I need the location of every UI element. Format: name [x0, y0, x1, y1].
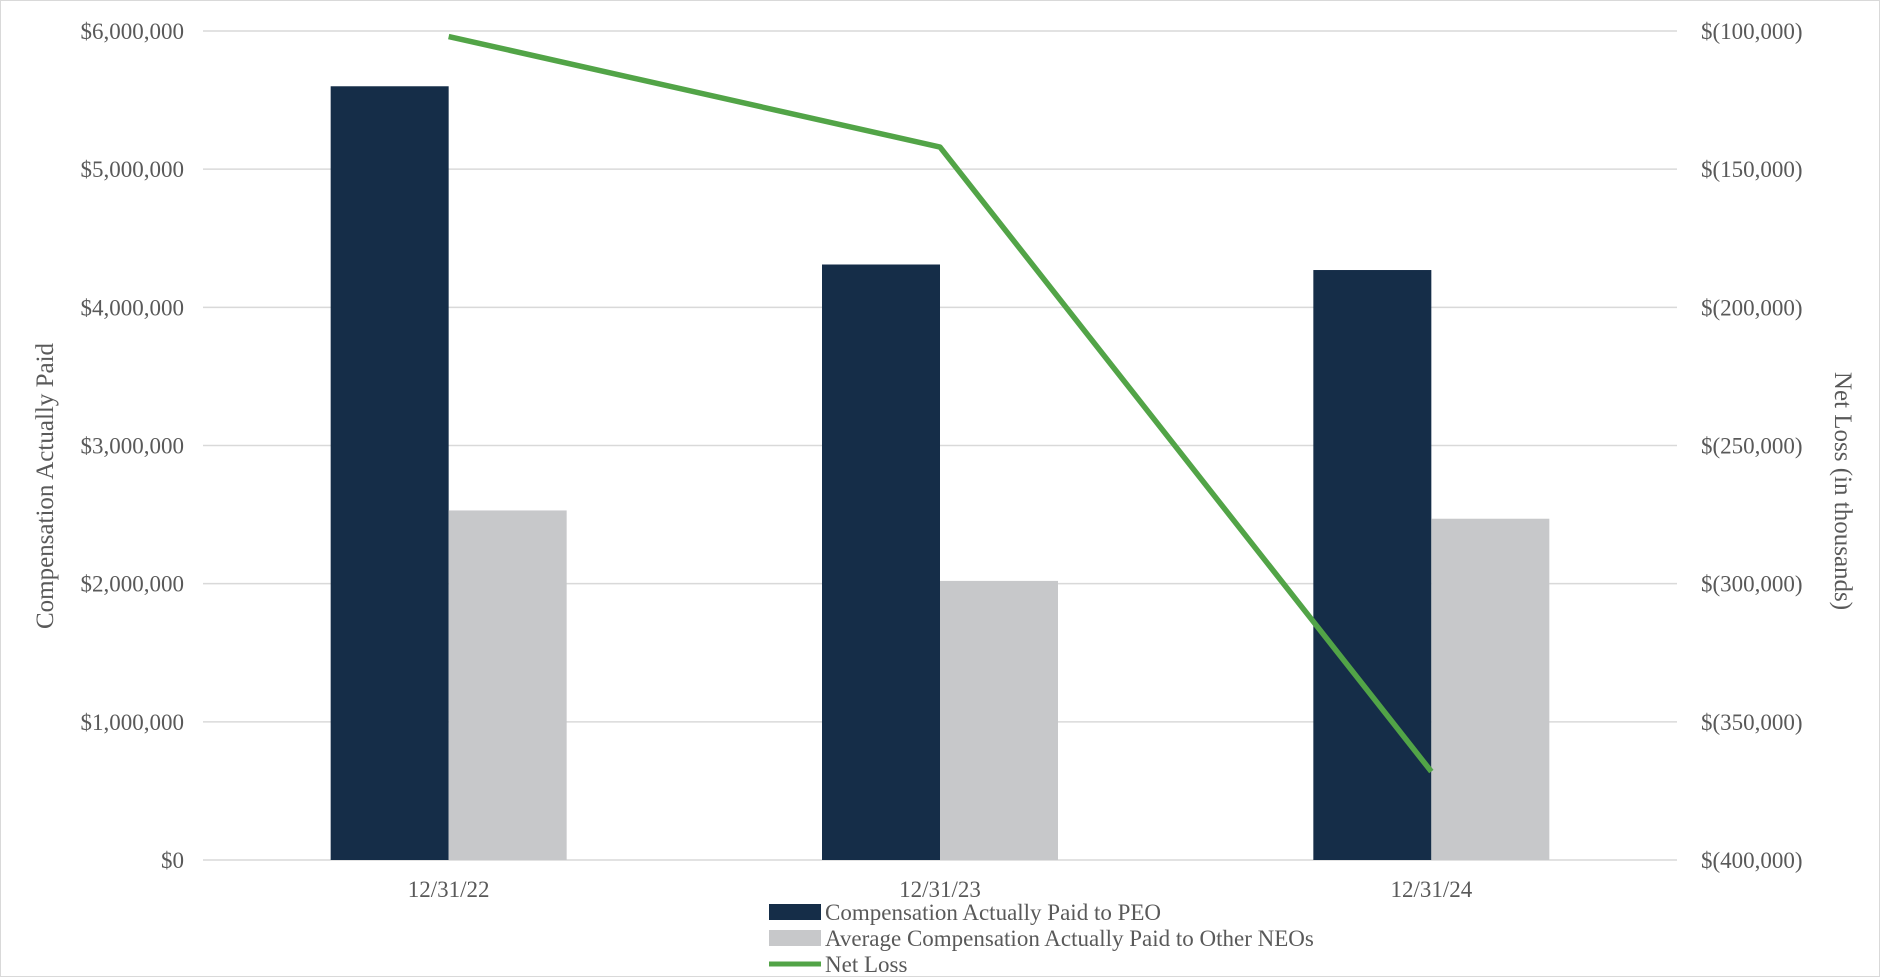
right-axis-title: Net Loss (in thousands)	[1829, 372, 1856, 610]
left-tick-label: $2,000,000	[81, 572, 185, 597]
bars	[330, 86, 1550, 861]
other-neos-bar	[448, 510, 567, 860]
net-loss-line-layer	[448, 33, 1434, 774]
left-tick-label: $0	[161, 848, 184, 873]
legend-swatch	[769, 904, 821, 920]
legend: Compensation Actually Paid to PEOAverage…	[769, 900, 1314, 977]
legend-swatch	[769, 930, 821, 946]
left-tick-label: $3,000,000	[81, 434, 185, 459]
x-axis-ticks: 12/31/22 12/31/23 12/31/24	[408, 877, 1473, 902]
right-tick-label: $(350,000)	[1701, 710, 1803, 735]
left-tick-label: $4,000,000	[81, 295, 185, 320]
left-axis-title: Compensation Actually Paid	[32, 342, 59, 629]
x-tick-label: 12/31/23	[899, 877, 981, 902]
x-tick-label: 12/31/24	[1390, 877, 1472, 902]
right-tick-label: $(300,000)	[1701, 572, 1803, 597]
right-tick-label: $(100,000)	[1701, 19, 1803, 44]
left-tick-label: $6,000,000	[81, 19, 185, 44]
net-loss-line	[448, 33, 1434, 774]
left-axis-ticks: $0 $1,000,000 $2,000,000 $3,000,000 $4,000,0…	[81, 19, 185, 873]
legend-label: Net Loss	[825, 952, 907, 977]
right-tick-label: $(150,000)	[1701, 157, 1803, 182]
legend-label: Average Compensation Actually Paid to Ot…	[825, 926, 1314, 951]
x-tick-label: 12/31/22	[408, 877, 490, 902]
peo-bar	[822, 264, 940, 860]
right-tick-label: $(400,000)	[1701, 848, 1803, 873]
left-tick-label: $5,000,000	[81, 157, 185, 182]
left-tick-label: $1,000,000	[81, 710, 185, 735]
other-neos-bar	[1431, 518, 1550, 860]
right-tick-label: $(200,000)	[1701, 295, 1803, 320]
right-tick-label: $(250,000)	[1701, 434, 1803, 459]
legend-label: Compensation Actually Paid to PEO	[825, 900, 1161, 925]
other-neos-bar	[940, 580, 1058, 860]
peo-bar	[1313, 270, 1432, 860]
peo-bar	[330, 86, 449, 861]
right-axis-ticks: $(400,000) $(350,000) $(300,000) $(250,000)…	[1701, 19, 1803, 873]
